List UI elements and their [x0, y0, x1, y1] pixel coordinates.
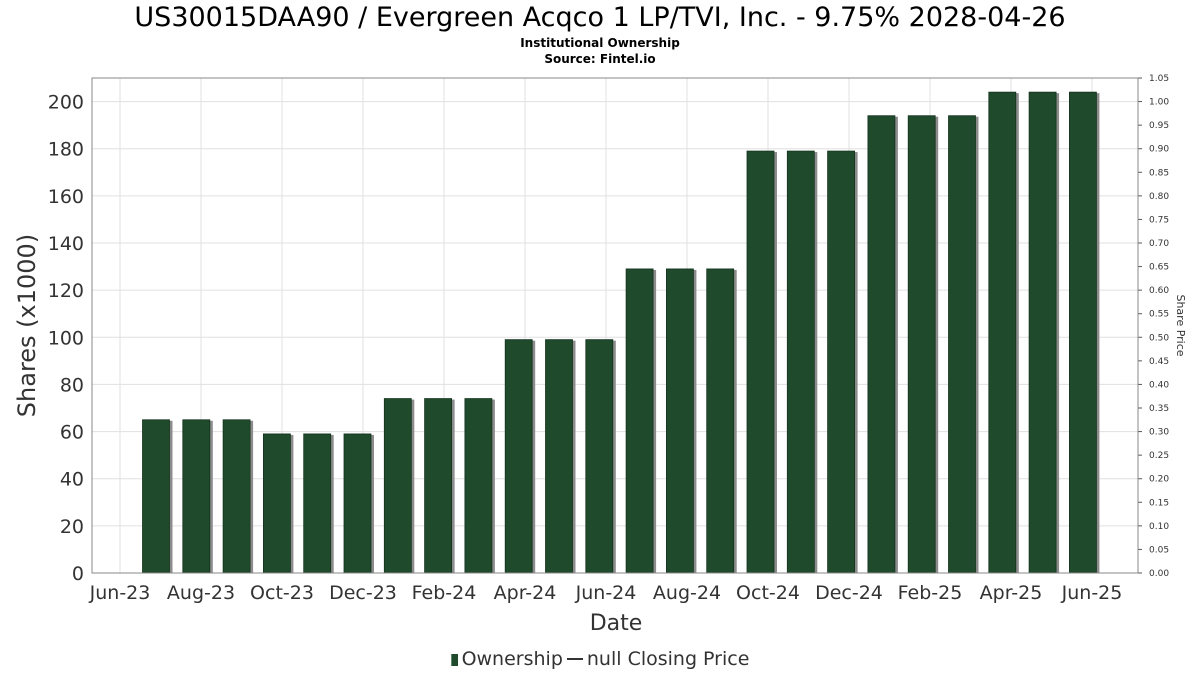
y2-tick-label: 0.00 — [1149, 569, 1169, 579]
ownership-bar — [464, 398, 493, 574]
ownership-legend-label: Ownership — [461, 648, 563, 670]
ownership-bar — [222, 419, 251, 574]
x-tick-label: Feb-24 — [412, 582, 477, 604]
chart-title: US30015DAA90 / Evergreen Acqco 1 LP/TVI,… — [134, 2, 1066, 33]
ownership-legend-swatch — [450, 654, 458, 666]
x-tick-label: Jun-23 — [89, 582, 151, 604]
y2-tick-label: 0.85 — [1149, 168, 1169, 178]
y-tick-label: 180 — [48, 139, 84, 161]
x-tick-label: Aug-23 — [167, 582, 235, 604]
x-tick-label: Dec-23 — [329, 582, 397, 604]
y-tick-label: 60 — [60, 422, 84, 444]
x-tick-label: Oct-23 — [250, 582, 314, 604]
plot-border — [91, 77, 1139, 574]
y2-tick-label: 0.30 — [1149, 428, 1169, 438]
y2-tick-label: 0.25 — [1149, 451, 1169, 461]
ownership-bar — [1028, 91, 1057, 574]
ownership-bar — [383, 398, 412, 574]
ownership-bar — [504, 339, 533, 574]
x-tick-label: Aug-24 — [653, 582, 721, 604]
y2-tick-label: 0.60 — [1149, 286, 1169, 296]
y-tick-label: 120 — [48, 280, 84, 302]
ownership-bar — [142, 419, 170, 574]
ownership-bar — [666, 268, 694, 574]
y2-tick-label: 0.35 — [1149, 404, 1169, 414]
y2-tick-label: 0.65 — [1149, 263, 1169, 273]
y2-tick-label: 0.80 — [1149, 192, 1169, 202]
legend: Ownership null Closing Price — [0, 648, 1200, 670]
y2-tick-label: 0.75 — [1149, 215, 1169, 225]
ownership-bar — [343, 433, 372, 574]
y2-tick-label: 1.00 — [1149, 98, 1169, 108]
x-tick-label: Apr-25 — [980, 582, 1043, 604]
x-tick-label: Dec-24 — [815, 582, 883, 604]
y2-tick-label: 0.10 — [1149, 522, 1169, 532]
y2-tick-label: 0.95 — [1149, 121, 1169, 131]
chart-source: Source: Fintel.io — [544, 52, 656, 66]
y2-tick-label: 0.90 — [1149, 145, 1169, 155]
y2-axis-label: Share Price — [1174, 294, 1187, 356]
ownership-bar — [424, 398, 453, 574]
y-tick-label: 40 — [60, 469, 84, 491]
y2-tick-label: 1.05 — [1149, 74, 1169, 84]
ownership-bar — [948, 115, 976, 574]
x-tick-label: Jun-25 — [1061, 582, 1123, 604]
y2-tick-label: 0.50 — [1149, 333, 1169, 343]
price-legend-label: null Closing Price — [586, 648, 750, 670]
y-axis-label: Shares (x1000) — [13, 234, 41, 417]
ownership-bar — [625, 268, 654, 574]
ownership-bar — [545, 339, 573, 574]
y2-tick-label: 0.70 — [1149, 239, 1169, 249]
x-tick-label: Jun-24 — [575, 582, 637, 604]
y2-tick-label: 0.20 — [1149, 475, 1169, 485]
y-tick-label: 200 — [48, 92, 84, 114]
x-tick-label: Feb-25 — [898, 582, 963, 604]
ownership-bar — [706, 268, 735, 574]
y2-tick-label: 0.05 — [1149, 545, 1169, 555]
y-tick-label: 80 — [60, 374, 84, 396]
ownership-bar — [988, 91, 1017, 574]
ownership-bar — [827, 150, 855, 574]
ownership-chart: 0 20 40 60 80 100 120 140 160 180 200 Jun-23 Aug-23 O… — [13, 74, 1187, 636]
ownership-bar — [746, 150, 775, 574]
y2-tick-label: 0.40 — [1149, 380, 1169, 390]
ownership-bar — [867, 115, 896, 574]
y-tick-label: 100 — [48, 327, 84, 349]
y-tick-label: 20 — [60, 516, 84, 538]
ownership-bar — [182, 419, 211, 574]
y-tick-label: 140 — [48, 233, 84, 255]
y-tick-label: 160 — [48, 186, 84, 208]
ownership-bar — [303, 433, 332, 574]
y2-tick-label: 0.45 — [1149, 357, 1169, 367]
ownership-bar — [907, 115, 936, 574]
ownership-bar — [585, 339, 614, 574]
ownership-bar — [1069, 91, 1097, 574]
y2-tick-label: 0.55 — [1149, 310, 1169, 320]
x-axis-label: Date — [590, 611, 643, 636]
price-legend-line — [566, 658, 583, 660]
ownership-bar — [786, 150, 815, 574]
y2-tick-label: 0.15 — [1149, 498, 1169, 508]
y-tick-label: 0 — [72, 563, 84, 585]
x-tick-label: Apr-24 — [494, 582, 557, 604]
ownership-bar — [262, 433, 291, 574]
chart-subtitle: Institutional Ownership — [520, 36, 680, 50]
x-tick-label: Oct-24 — [736, 582, 800, 604]
